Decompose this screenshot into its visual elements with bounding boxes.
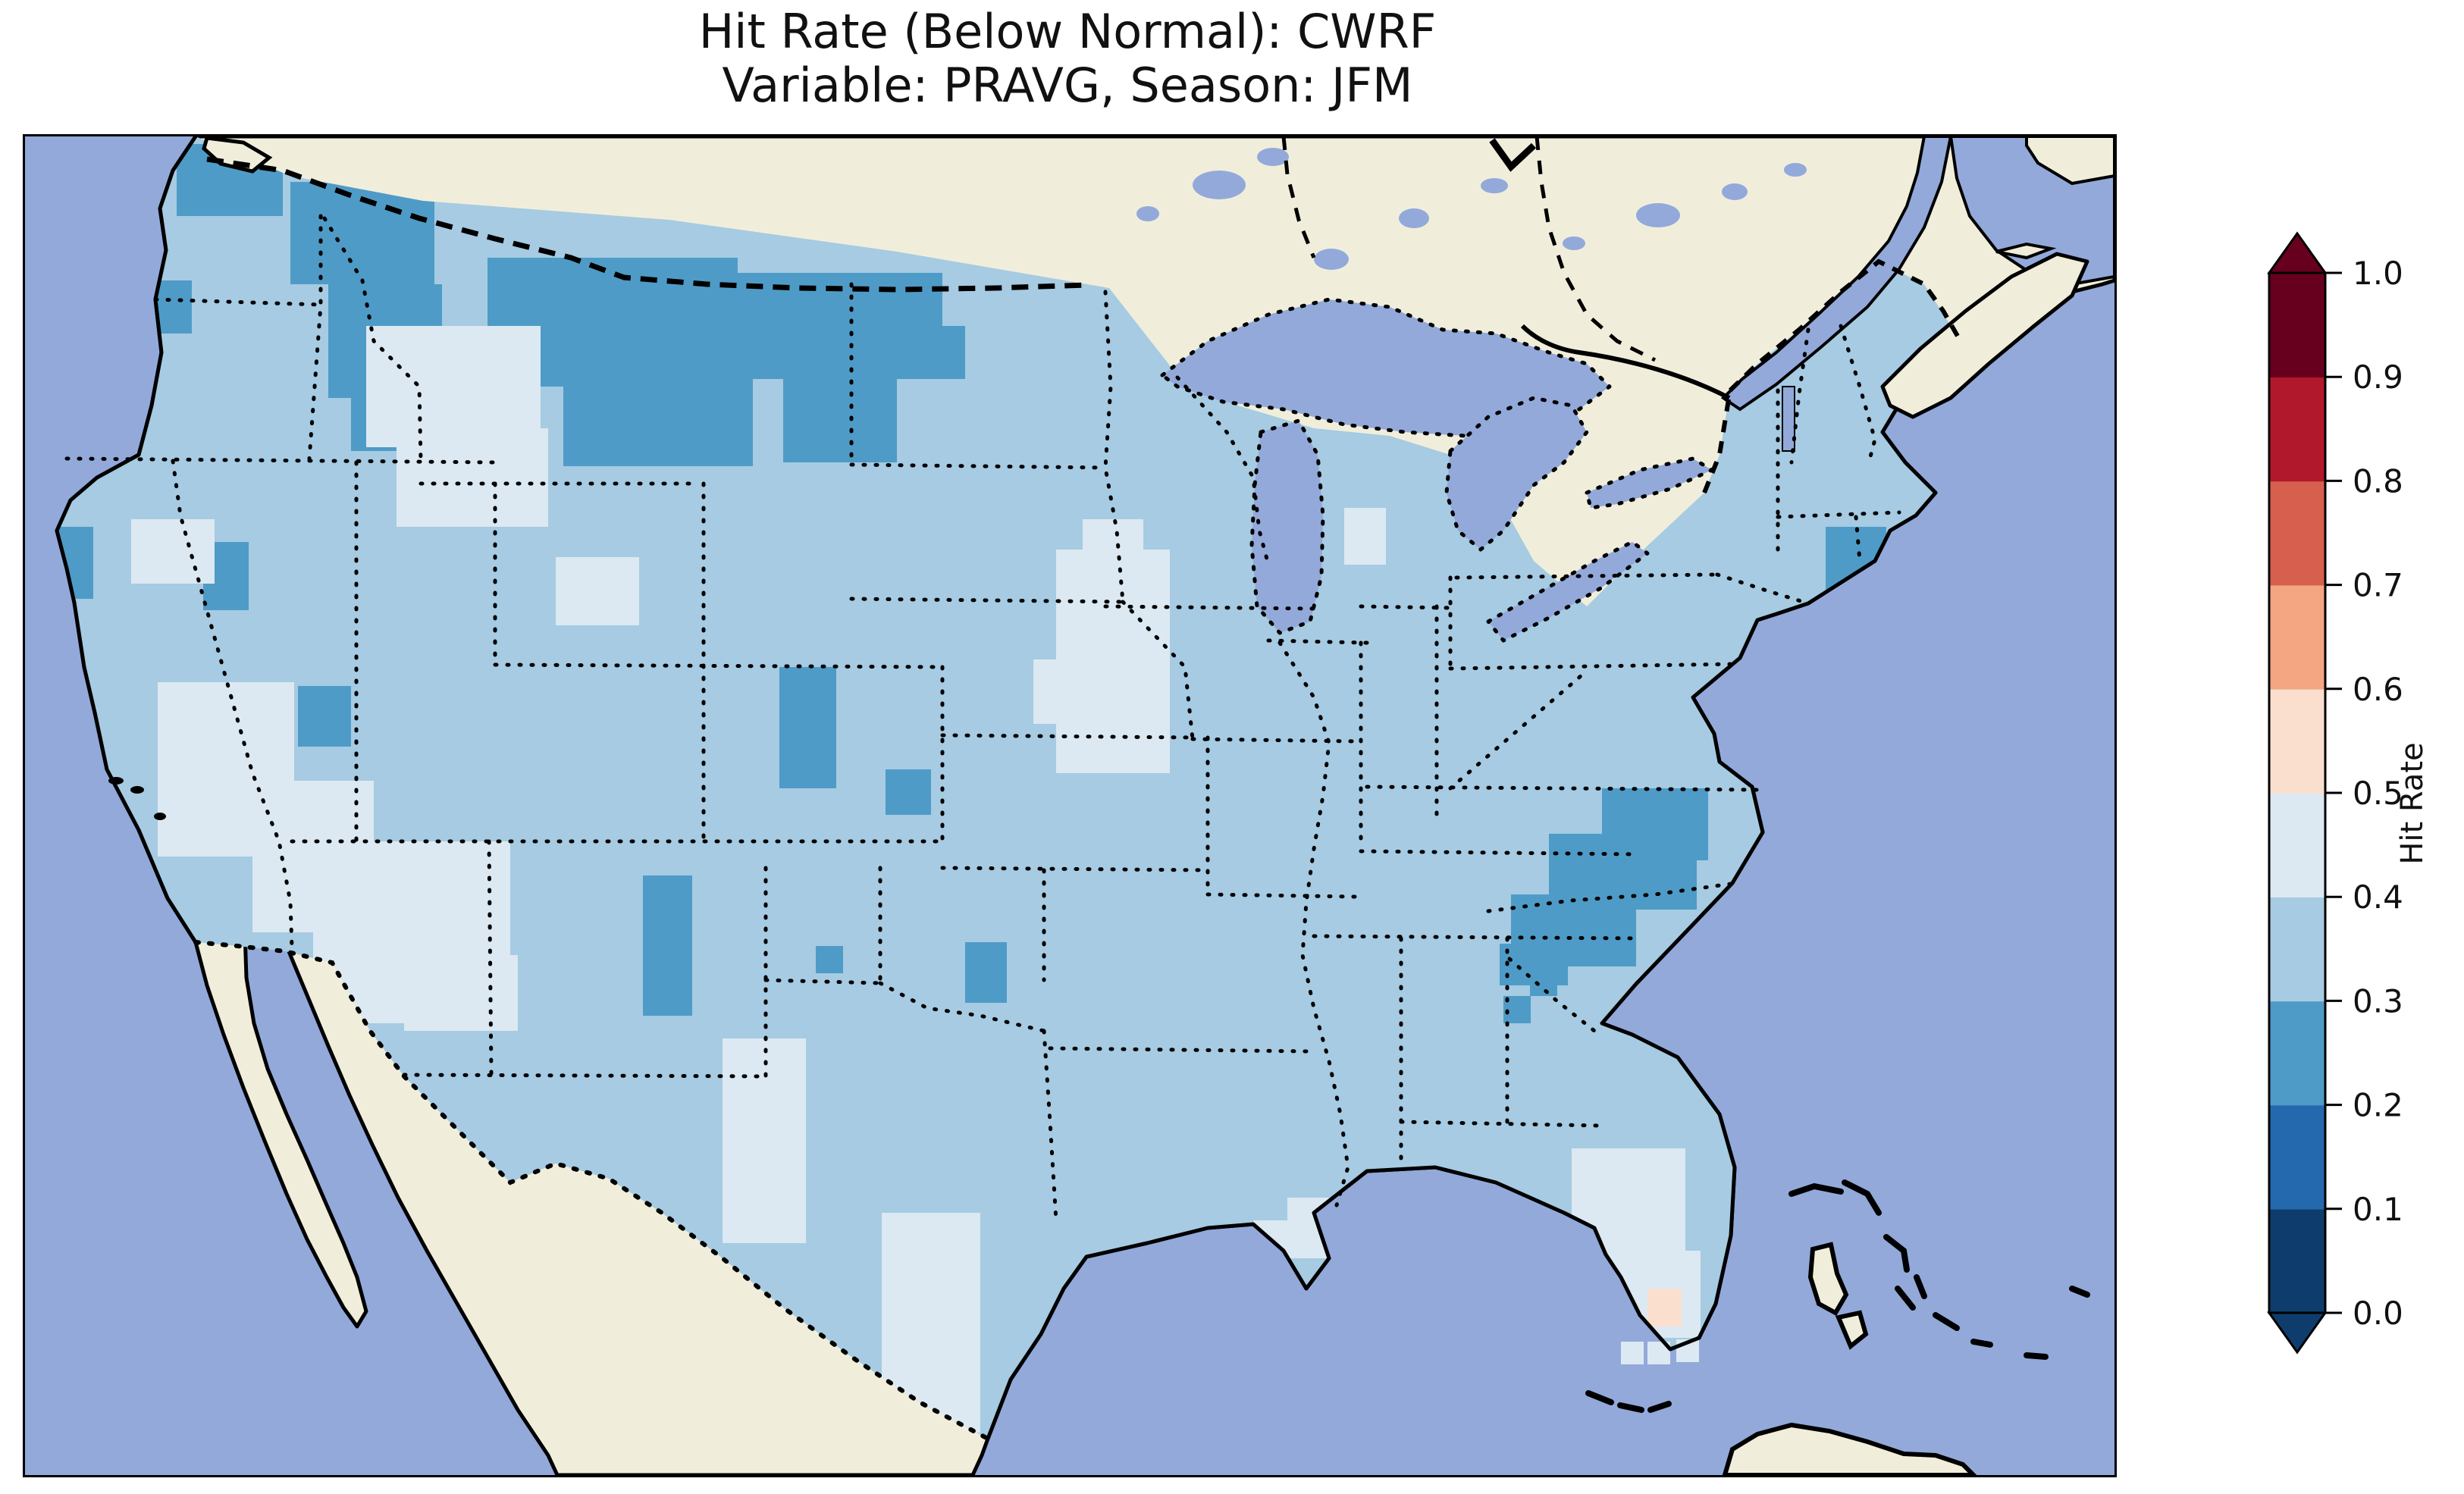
chart-title-line1: Hit Rate (Below Normal): CWRF bbox=[698, 4, 1437, 59]
colorbar-bin-0.2-0.3 bbox=[2269, 1001, 2325, 1106]
data-cells-illinois bbox=[1056, 550, 1170, 773]
colorbar-bin-0.8-0.9 bbox=[2269, 377, 2325, 482]
data-cells-se-california-s-nevada-arizona bbox=[404, 955, 518, 1031]
state-borders bbox=[64, 214, 1901, 1223]
andros-island bbox=[1807, 1242, 1849, 1317]
colorbar-tick-label: 0.2 bbox=[2353, 1087, 2403, 1124]
great-lakes bbox=[1160, 297, 1714, 643]
data-cells-east-new-mexico bbox=[643, 875, 692, 1016]
prince-edward-island bbox=[1995, 242, 2057, 260]
colorbar-bin-0.6-0.7 bbox=[2269, 584, 2325, 690]
florida-keys bbox=[1585, 1390, 1672, 1413]
colorbar-bin-0.3-0.4 bbox=[2269, 897, 2325, 1002]
colorbar-tick-label: 0.1 bbox=[2353, 1191, 2403, 1228]
chart-title: Hit Rate (Below Normal): CWRF Variable: … bbox=[23, 5, 2112, 112]
colorbar-bin-0.5-0.6 bbox=[2269, 688, 2325, 794]
colorbar: 1.0 0.9 0.8 0.7 0.6 0.5 0.4 0.3 0.2 0.1 0.0 Hit Ra… bbox=[2231, 227, 2464, 1410]
colorbar-tick-label: 0.9 bbox=[2353, 359, 2403, 396]
canada-small-lakes bbox=[1136, 148, 1807, 270]
colorbar-bin-0.4-0.5 bbox=[2269, 793, 2325, 897]
cuba bbox=[1722, 1422, 1977, 1475]
channel-islands bbox=[108, 777, 166, 820]
colorbar-bin-0.7-0.8 bbox=[2269, 481, 2325, 586]
data-cells-s-michigan-n-indiana bbox=[1344, 508, 1386, 565]
colorbar-tick-label: 1.0 bbox=[2353, 255, 2403, 292]
eleuthera-island bbox=[1835, 1310, 1869, 1350]
newfoundland-corner bbox=[2025, 136, 2114, 186]
colorbar-under-arrow bbox=[2267, 1311, 2328, 1355]
map-axes bbox=[23, 134, 2117, 1477]
lake-erie bbox=[1486, 540, 1650, 643]
colorbar-bin-0.0-0.1 bbox=[2269, 1208, 2325, 1314]
data-cells-illinois bbox=[1033, 659, 1064, 724]
colorbar-tick-label: 0.0 bbox=[2353, 1295, 2403, 1332]
data-cells-west-texas bbox=[723, 1038, 806, 1243]
data-cells-sw-montana-nw-wyoming bbox=[366, 326, 541, 447]
colorbar-over-arrow bbox=[2267, 231, 2328, 274]
lake-michigan bbox=[1249, 418, 1325, 635]
data-cells-sw-kansas-cell bbox=[886, 769, 931, 815]
colorbar-tick-label: 0.3 bbox=[2353, 982, 2403, 1019]
colorbar-tick-label: 0.5 bbox=[2353, 775, 2403, 812]
us-mexico-border bbox=[193, 940, 990, 1441]
data-cells-sw-oklahoma-cell bbox=[816, 946, 843, 973]
lake-huron bbox=[1444, 396, 1589, 552]
bahamas-islands bbox=[1788, 1179, 2090, 1360]
data-cells-florida-keys-cells bbox=[1621, 1342, 1644, 1364]
data-cells-carolinas bbox=[1500, 944, 1568, 985]
data-cells-illinois bbox=[1083, 519, 1143, 561]
nova-scotia bbox=[1880, 252, 2089, 419]
data-cells-central-wyoming bbox=[556, 557, 639, 625]
colorbar-canvas: 1.0 0.9 0.8 0.7 0.6 0.5 0.4 0.3 0.2 0.1 0.0 Hit Ra… bbox=[2267, 231, 2430, 1355]
colorbar-bin-0.1-0.2 bbox=[2269, 1104, 2325, 1210]
data-cells-west-mississippi bbox=[965, 942, 1007, 1003]
ottawa-river bbox=[1520, 324, 1731, 400]
data-cells-central-utah bbox=[298, 686, 351, 747]
lake-champlain bbox=[1782, 386, 1795, 452]
us-canada-border-east bbox=[1702, 258, 1961, 494]
data-cells-west-nevada bbox=[131, 519, 215, 584]
river-north bbox=[1489, 138, 1537, 172]
colorbar-tick-label: 0.7 bbox=[2353, 567, 2403, 604]
map-canvas bbox=[25, 136, 2114, 1475]
data-cells-central-east-montana-dakotas bbox=[563, 364, 753, 466]
data-cells-central-east-montana-dakotas bbox=[783, 379, 897, 462]
lake-superior bbox=[1160, 297, 1612, 438]
us-canada-border bbox=[206, 156, 1087, 293]
data-cells-central-colorado bbox=[779, 667, 836, 788]
colorbar-tick-label: 0.8 bbox=[2353, 462, 2403, 500]
colorbar-tick-label: 0.4 bbox=[2353, 879, 2403, 916]
chart-title-line2: Variable: PRAVG, Season: JFM bbox=[722, 58, 1413, 113]
st-lawrence-river bbox=[1720, 136, 1953, 412]
colorbar-axis-label: Hit Rate bbox=[2395, 742, 2430, 864]
canada-province-borders bbox=[1281, 136, 1657, 362]
coastline bbox=[55, 136, 1961, 1441]
data-cells-sw-florida-coast-pink bbox=[1647, 1289, 1682, 1326]
colorbar-tick-label: 0.6 bbox=[2353, 671, 2403, 708]
colorbar-bin-0.9-1.0 bbox=[2269, 273, 2325, 377]
data-cells-central-east-montana-dakotas bbox=[897, 326, 965, 379]
lake-ontario bbox=[1585, 456, 1714, 510]
